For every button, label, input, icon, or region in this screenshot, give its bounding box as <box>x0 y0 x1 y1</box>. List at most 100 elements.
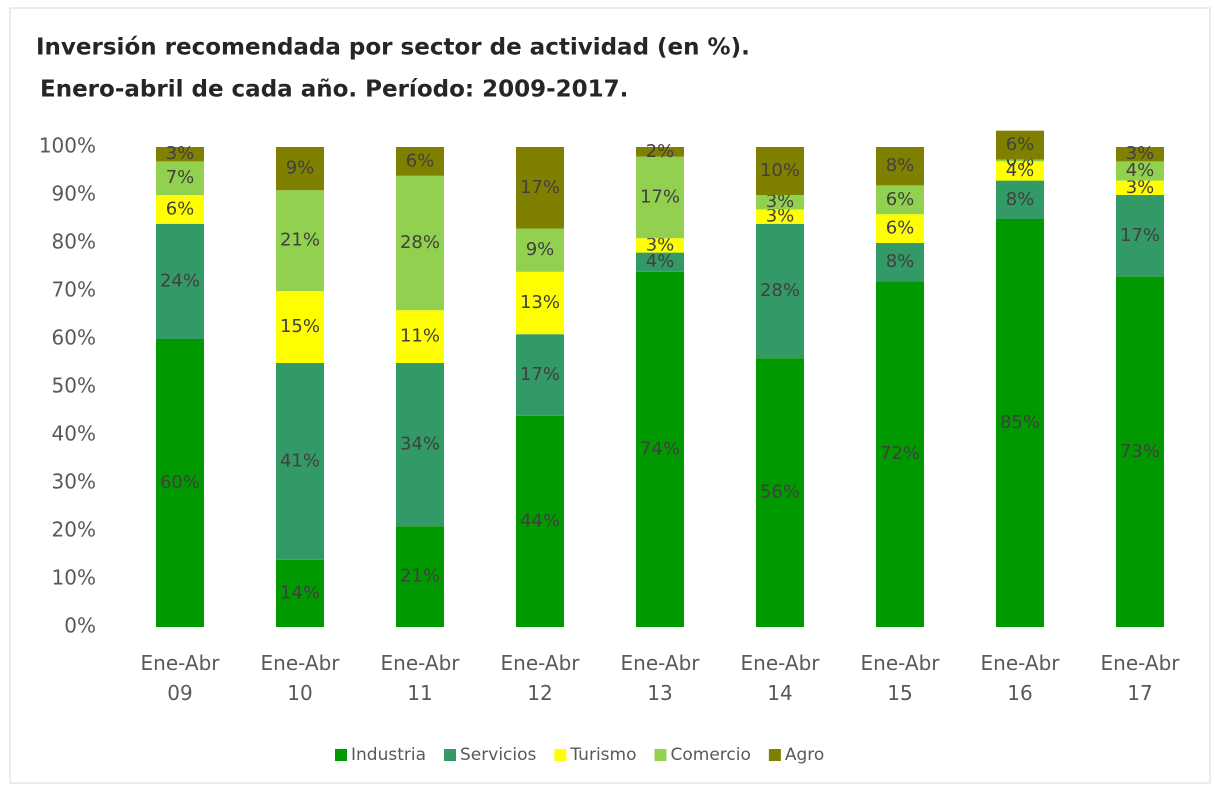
data-label: 44% <box>520 510 560 531</box>
legend-swatch <box>444 749 457 761</box>
y-tick-label: 50% <box>52 374 96 398</box>
bar-segment <box>156 147 204 162</box>
bar-segment <box>636 271 684 627</box>
data-label: 6% <box>1006 134 1035 155</box>
y-tick-label: 10% <box>52 566 96 590</box>
x-tick-label: Ene-Abr 14 <box>740 651 820 705</box>
bar-segment <box>636 156 684 239</box>
legend-swatch <box>335 749 347 761</box>
legend-swatch <box>768 749 781 761</box>
legend-swatch <box>654 749 667 761</box>
bar-segment <box>1116 276 1164 627</box>
bar-segment <box>756 195 804 210</box>
x-tick-label: Ene-Abr 13 <box>620 651 700 705</box>
data-label: 56% <box>760 482 800 503</box>
data-label: 2% <box>646 141 675 162</box>
y-tick-label: 90% <box>52 182 96 206</box>
x-tick-label: Ene-Abr 16 <box>980 651 1060 705</box>
chart-subtitle: Enero-abril de cada año. Período: 2009-2… <box>40 77 628 103</box>
y-tick-label: 20% <box>52 518 96 542</box>
bar-segment <box>636 147 684 157</box>
y-tick-label: 80% <box>52 230 96 254</box>
legend-label: Turismo <box>569 745 636 765</box>
data-label: 21% <box>280 230 320 251</box>
bar-segment <box>516 228 564 272</box>
legend-label: Comercio <box>670 745 750 765</box>
bar-segment <box>876 185 924 215</box>
bar-segment <box>516 415 564 627</box>
bar-segment <box>756 358 804 627</box>
data-label: 3% <box>166 143 195 164</box>
data-label: 17% <box>640 186 680 207</box>
x-tick-label: Ene-Abr 10 <box>260 651 340 705</box>
bar-segment <box>156 195 204 224</box>
x-tick-label: Ene-Abr 12 <box>500 651 580 705</box>
bar-segment <box>276 190 324 291</box>
legend-label: Servicios <box>460 745 536 765</box>
bar-segment <box>876 147 924 186</box>
x-tick-label: Ene-Abr 09 <box>140 651 220 705</box>
x-tick-label: Ene-Abr 17 <box>1100 651 1180 705</box>
y-tick-label: 60% <box>52 326 96 350</box>
legend-swatch <box>554 749 567 761</box>
data-label: 11% <box>400 326 440 347</box>
bar-segment <box>396 310 444 363</box>
bar-segment <box>1116 195 1164 277</box>
bar-segment <box>636 238 684 253</box>
data-label: 28% <box>760 280 800 301</box>
data-label: 10% <box>760 160 800 181</box>
data-label: 21% <box>400 566 440 587</box>
bar-segment <box>396 363 444 527</box>
data-label: 72% <box>880 443 920 464</box>
data-label: 6% <box>166 198 195 219</box>
data-label: 3% <box>766 191 795 212</box>
data-label: 4% <box>646 251 675 272</box>
data-label: 8% <box>886 251 915 272</box>
bar-segment <box>636 252 684 272</box>
bar-segment <box>516 147 564 229</box>
bar-segment <box>276 363 324 560</box>
data-label: 8% <box>1006 189 1035 210</box>
bar-segment <box>1116 180 1164 195</box>
bar-segment <box>996 161 1044 181</box>
bar-segment <box>516 271 564 335</box>
data-label: 14% <box>280 582 320 603</box>
bar-segment <box>276 147 324 191</box>
bar-segment <box>876 281 924 627</box>
bar-segment <box>156 161 204 195</box>
bar-segment <box>756 147 804 195</box>
data-label: 3% <box>1126 177 1155 198</box>
data-label: 13% <box>520 292 560 313</box>
data-label: 60% <box>160 472 200 493</box>
data-label: 17% <box>1120 225 1160 246</box>
data-label: 7% <box>166 167 195 188</box>
bar-segment <box>396 147 444 176</box>
bar-segment <box>996 159 1044 162</box>
bar-segment <box>276 291 324 363</box>
chart-title: Inversión recomendada por sector de acti… <box>36 35 750 61</box>
bar-segment <box>276 559 324 627</box>
bar-segment <box>996 219 1044 627</box>
data-label: 3% <box>766 206 795 227</box>
bar-segment <box>396 526 444 627</box>
data-label: 3% <box>646 234 675 255</box>
data-label: 24% <box>160 270 200 291</box>
x-tick-label: Ene-Abr 11 <box>380 651 460 705</box>
bar-segment <box>996 180 1044 219</box>
data-label: 15% <box>280 316 320 337</box>
data-label: 41% <box>280 450 320 471</box>
bar-segment <box>756 223 804 359</box>
bar-segment <box>1116 147 1164 162</box>
x-tick-label: Ene-Abr 15 <box>860 651 940 705</box>
data-label: 4% <box>1006 160 1035 181</box>
data-label: 3% <box>1126 143 1155 164</box>
bar-segment <box>156 223 204 339</box>
y-tick-label: 40% <box>52 422 96 446</box>
data-label: 73% <box>1120 441 1160 462</box>
data-label: 6% <box>886 189 915 210</box>
bar-segment <box>876 214 924 243</box>
bar-segment <box>156 339 204 627</box>
data-label: 4% <box>1126 160 1155 181</box>
